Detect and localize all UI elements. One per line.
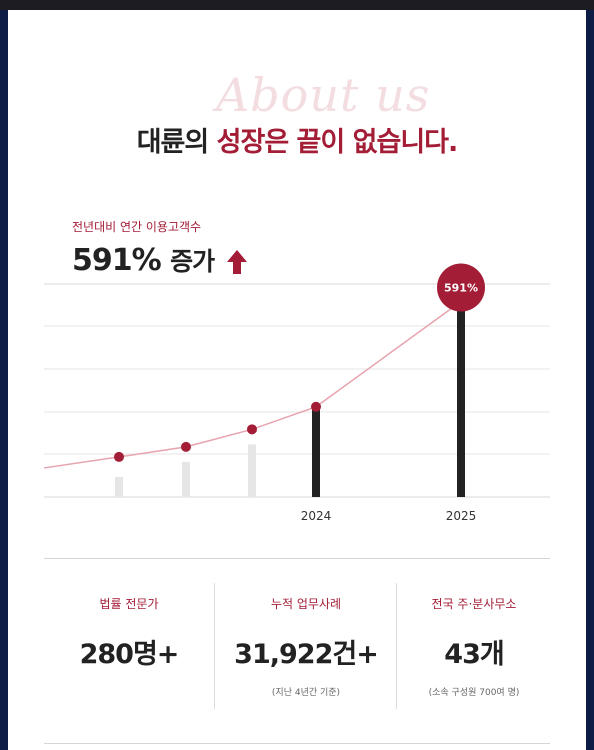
up-arrow-icon: [226, 249, 247, 274]
page-title: 대륜의 성장은 끝이 없습니다.: [8, 120, 586, 159]
stat-value: 31,922건+: [234, 639, 379, 670]
growth-value: 591%: [72, 243, 162, 278]
about-us-watermark: About us: [216, 68, 431, 122]
trend-line: [43, 300, 462, 469]
stat-label: 법률 전문가: [99, 597, 159, 611]
chart-gridlines: [44, 283, 550, 498]
stats-panel: 법률 전문가 280명+ 누적 업무사례 31,922건+ (지난 4년간 기준…: [44, 558, 550, 744]
stat-note: (지난 4년간 기준): [271, 688, 341, 698]
chart-bar: [115, 476, 123, 497]
top-image-strip: [0, 0, 594, 10]
growth-unit: 증가: [170, 247, 215, 276]
chart-bar: [457, 301, 465, 497]
stat-label: 전국 주·분사무소: [431, 597, 517, 611]
chart-point: [311, 401, 321, 412]
growth-chart: 2024 2025 591%: [43, 263, 550, 523]
growth-figure: 591% 증가: [72, 242, 248, 278]
stat-note: (소속 구성원 700여 명): [428, 688, 520, 698]
headline-highlight: 성장은 끝이 없습니다.: [216, 127, 459, 158]
chart-bar: [312, 406, 320, 497]
growth-label: 전년대비 연간 이용고객수: [72, 220, 202, 234]
chart-bar: [248, 444, 256, 497]
chart-bar: [182, 461, 190, 497]
headline-plain: 대륜의: [136, 127, 217, 158]
stat-experts: 법률 전문가 280명+: [44, 583, 214, 709]
callout-label: 591%: [444, 282, 478, 295]
chart-point: [181, 441, 191, 452]
callout-bubble: [437, 263, 485, 312]
stat-value: 280명+: [79, 639, 180, 670]
chart-point: [247, 424, 257, 435]
stat-offices: 전국 주·분사무소 43개 (소속 구성원 700여 명): [396, 583, 551, 709]
stat-cases: 누적 업무사례 31,922건+ (지난 4년간 기준): [214, 583, 397, 709]
about-section: About us 대륜의 성장은 끝이 없습니다. 전년대비 연간 이용고객수 …: [8, 10, 586, 750]
stat-value: 43개: [444, 639, 504, 670]
x-tick-label: 2025: [446, 509, 477, 523]
stat-label: 누적 업무사례: [270, 597, 342, 611]
x-tick-label: 2024: [301, 509, 332, 523]
chart-point: [114, 451, 124, 462]
